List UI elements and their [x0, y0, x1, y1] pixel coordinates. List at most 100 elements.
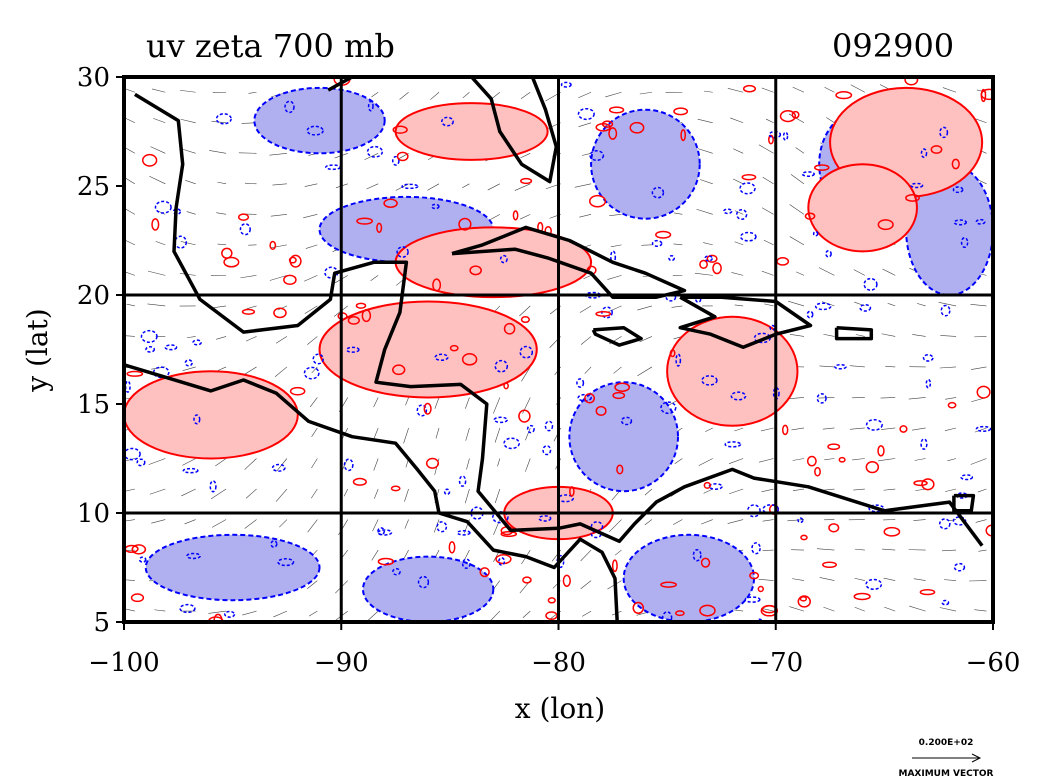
positive-contour: [669, 349, 676, 358]
wind-vector: [788, 300, 805, 307]
wind-vector: [186, 336, 196, 339]
wind-vector: [244, 458, 257, 470]
positive-contour: [814, 466, 821, 477]
wind-vector: [366, 183, 379, 190]
negative-contour: [270, 540, 278, 548]
positive-contour: [283, 274, 297, 286]
wind-vector: [731, 272, 744, 276]
wind-vector: [939, 607, 957, 612]
wind-vector: [270, 214, 287, 217]
positive-contour: [352, 477, 367, 486]
wind-vector: [584, 366, 592, 374]
negative-contour: [367, 100, 374, 112]
wind-vector: [404, 488, 409, 502]
wind-vector: [694, 272, 713, 276]
wind-vector: [494, 488, 501, 504]
positive-contour: [377, 557, 395, 566]
positive-contour: [835, 91, 853, 100]
positive-contour: [608, 106, 625, 114]
wind-vector: [854, 548, 865, 551]
negative-contour: [910, 182, 924, 189]
negative-contour: [519, 345, 534, 359]
negative-contour: [224, 610, 236, 618]
positive-contour: [126, 370, 144, 377]
wind-vector: [734, 609, 744, 612]
wind-vector: [826, 117, 835, 124]
wind-vector: [822, 427, 835, 430]
negative-contour: [577, 107, 595, 121]
wind-vector: [492, 92, 501, 99]
wind-vector: [487, 183, 500, 191]
wind-vector: [366, 610, 379, 622]
positive-contour: [223, 256, 240, 268]
wind-vector: [373, 397, 379, 408]
wind-vector: [943, 579, 957, 581]
positive-contour: [131, 544, 147, 555]
wind-vector: [525, 458, 531, 472]
negative-contour: [940, 304, 951, 317]
wind-vector: [816, 548, 835, 551]
positive-contour: [589, 194, 607, 208]
positive-vorticity-region: [318, 300, 538, 399]
wind-vector: [180, 118, 196, 124]
coastline: [834, 325, 874, 341]
wind-vector: [211, 519, 227, 528]
negative-contour: [975, 218, 986, 225]
wind-vector: [581, 153, 592, 156]
wind-vector: [644, 488, 653, 496]
positive-contour: [980, 88, 993, 101]
wind-vector: [521, 366, 531, 382]
wind-vector: [182, 458, 196, 466]
positive-contour: [616, 464, 624, 475]
x-tick-label: −80: [531, 648, 586, 678]
negative-contour: [865, 578, 883, 591]
wind-vector: [614, 549, 622, 556]
wind-vector: [887, 302, 896, 307]
positive-contour: [742, 84, 757, 93]
positive-contour: [479, 567, 490, 578]
wind-vector: [732, 178, 744, 185]
wind-vector: [637, 366, 653, 377]
wind-vector: [761, 488, 774, 493]
wind-vector: [270, 244, 287, 249]
wind-vector: [610, 244, 622, 248]
wind-vector: [644, 519, 653, 526]
wind-vector: [124, 271, 135, 276]
wind-vector: [182, 148, 196, 154]
wind-vector: [217, 181, 227, 185]
negative-contour: [456, 529, 471, 536]
positive-contour: [629, 121, 645, 134]
x-tick-label: −70: [748, 648, 803, 678]
wind-vector: [124, 177, 136, 185]
negative-contour: [192, 339, 202, 346]
wind-vector: [217, 243, 227, 246]
positive-vorticity-region: [124, 370, 299, 460]
wind-vector: [975, 118, 987, 124]
wind-vector: [673, 212, 683, 215]
wind-vector: [124, 335, 135, 337]
negative-contour: [538, 515, 552, 522]
positive-contour: [660, 581, 677, 588]
negative-contour: [182, 467, 199, 474]
positive-contour: [904, 77, 919, 86]
negative-contour: [651, 239, 663, 247]
positive-contour: [356, 217, 374, 225]
wind-vector: [762, 519, 774, 522]
wind-vector: [309, 397, 318, 408]
wind-vector: [790, 174, 805, 185]
negative-vorticity-region: [144, 533, 321, 602]
wind-vector: [761, 207, 774, 215]
wind-vector: [248, 91, 257, 94]
wind-vector: [304, 305, 318, 314]
wind-vector: [944, 427, 957, 431]
positive-contour: [584, 393, 596, 404]
wind-vector: [912, 427, 926, 431]
positive-contour: [503, 322, 516, 335]
coastline: [678, 295, 813, 350]
negative-contour: [953, 219, 968, 226]
negative-contour: [812, 230, 819, 237]
wind-vector: [761, 270, 774, 276]
positive-contour: [500, 530, 518, 538]
negative-contour: [751, 542, 761, 555]
